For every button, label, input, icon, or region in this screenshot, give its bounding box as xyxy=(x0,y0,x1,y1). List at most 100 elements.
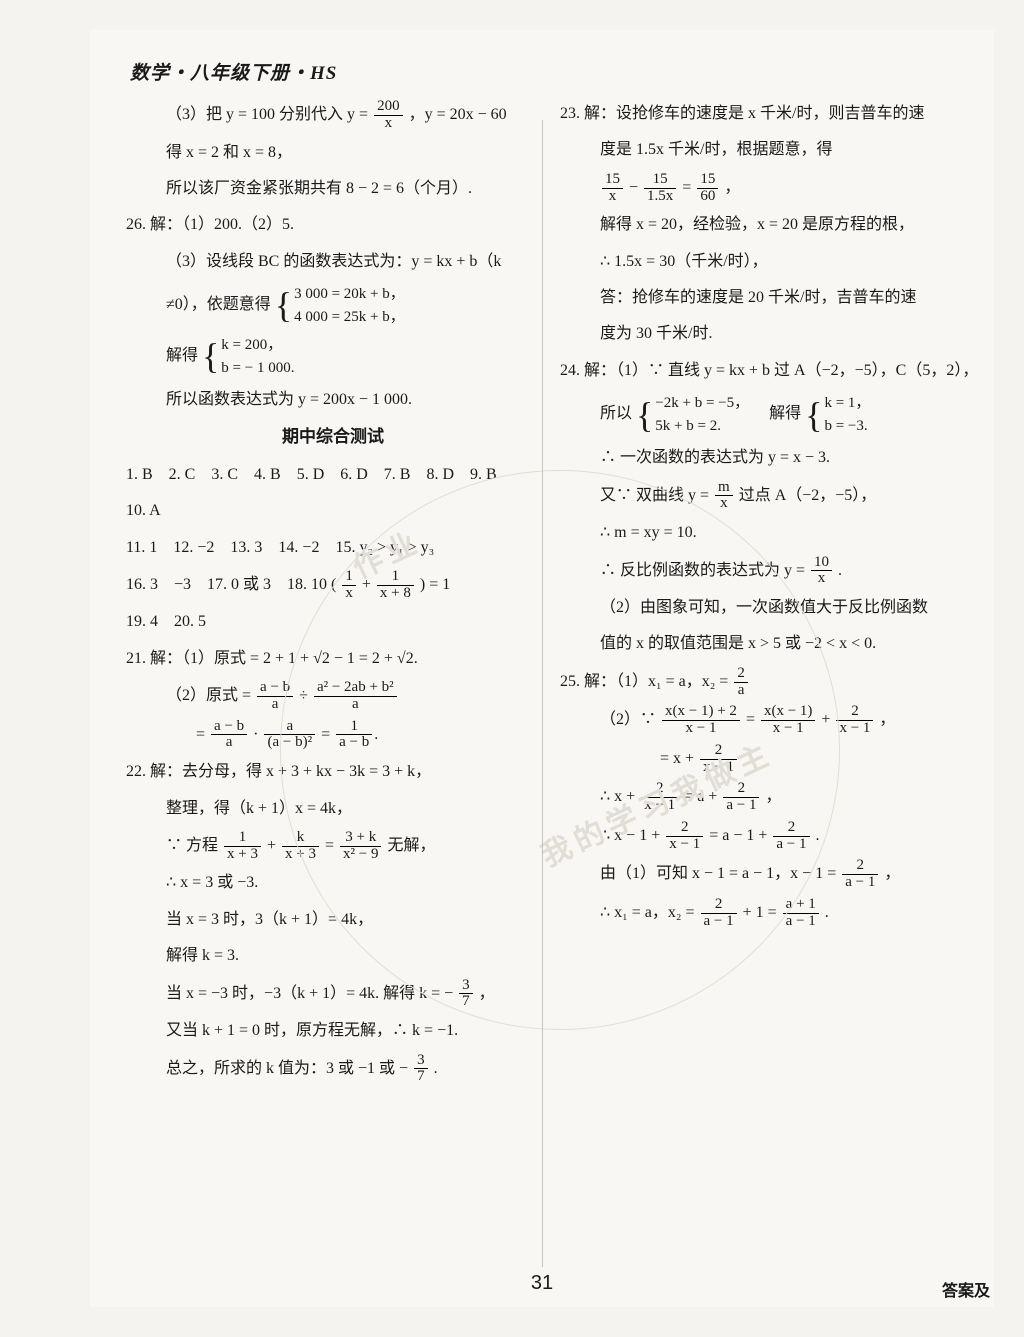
text-line: ∴ 一次函数的表达式为 y = x − 3. xyxy=(560,443,974,473)
text-line: 所以该厂资金紧张期共有 8 − 2 = 6（个月）. xyxy=(126,174,540,204)
text: ∴ x₁ = a，x₂ = xyxy=(600,904,699,921)
answer-line: 11. 1 12. −2 13. 3 14. −2 15. y₂ > y₁ > … xyxy=(126,533,540,563)
frac-line: ∴ 反比例函数的表达式为 y = 10x . xyxy=(560,555,974,588)
text: 解得 xyxy=(753,405,801,422)
text-line: 得 x = 2 和 x = 8， xyxy=(126,138,540,168)
text-line: （2）由图象可知，一次函数值大于反比例函数 xyxy=(560,593,974,623)
brace-system: { k = 200，b = − 1 000. xyxy=(202,334,294,379)
text: 25. 解：（1）x₁ = a，x₂ = xyxy=(560,673,728,690)
fraction: a − ba xyxy=(211,719,247,752)
fraction: 37 xyxy=(459,978,473,1011)
fraction: 2x − 1 xyxy=(700,743,737,776)
fraction: a + 1a − 1 xyxy=(783,897,819,930)
text: . xyxy=(816,827,820,844)
text: ， xyxy=(765,788,781,805)
fraction: 3 + kx² − 9 xyxy=(340,830,381,863)
left-column: （3）把 y = 100 分别代入 y = 200x ，y = 20x − 60… xyxy=(126,93,540,1091)
fraction: 1x xyxy=(342,569,356,602)
text: = x + xyxy=(660,750,698,767)
text: = xyxy=(325,837,338,854)
text: （2）∵ xyxy=(600,711,656,728)
q23-line: 23. 解：设抢修车的速度是 x 千米/时，则吉普车的速 xyxy=(560,99,974,129)
fraction: 10x xyxy=(811,555,832,588)
q25-line: 25. 解：（1）x₁ = a，x₂ = 2a xyxy=(560,666,974,699)
text-line: ∴ x = 3 或 −3. xyxy=(126,868,540,898)
frac-line: 由（1）可知 x − 1 = a − 1，x − 1 = 2a − 1 ， xyxy=(560,858,974,891)
text: = a + xyxy=(684,788,721,805)
frac-line: （2）∵ x(x − 1) + 2x − 1 = x(x − 1)x − 1 +… xyxy=(560,704,974,737)
text: = xyxy=(682,179,695,196)
fraction: 1560 xyxy=(697,172,718,205)
text: = xyxy=(321,726,334,743)
answer-line: 10. A xyxy=(126,496,540,526)
answer-line: 1. B 2. C 3. C 4. B 5. D 6. D 7. B 8. D … xyxy=(126,460,540,490)
text: = 1 xyxy=(429,576,450,593)
text: ， xyxy=(724,179,740,196)
q21-line: 21. 解：（1）原式 = 2 + 1 + √2 − 1 = 2 + √2. xyxy=(126,644,540,674)
column-divider xyxy=(542,120,543,1267)
fraction: 2a xyxy=(734,666,748,699)
system-line: 解得 { k = 200，b = − 1 000. xyxy=(126,334,540,379)
text-line: ∴ m = xy = 10. xyxy=(560,518,974,548)
text-line: 总之，所求的 k 值为：3 或 −1 或 − 37 . xyxy=(126,1053,540,1086)
text: ， xyxy=(884,865,900,882)
text-line: （3）设线段 BC 的函数表达式为：y = kx + b（k xyxy=(126,247,540,277)
q26-line: 26. 解：（1）200.（2）5. xyxy=(126,210,540,240)
fraction: 2a − 1 xyxy=(723,781,759,814)
fraction: x(x − 1)x − 1 xyxy=(761,704,815,737)
page-number: 31 xyxy=(531,1272,553,1295)
text: + 1 = xyxy=(743,904,781,921)
frac-line: ∴ x₁ = a，x₂ = 2a − 1 + 1 = a + 1a − 1 . xyxy=(560,897,974,930)
text: （3）把 y = 100 分别代入 y = xyxy=(166,106,368,123)
fraction: 2a − 1 xyxy=(701,897,737,930)
text: ∴ x − 1 + xyxy=(600,827,664,844)
brace-system: { 3 000 = 20k + b，4 000 = 25k + b， xyxy=(275,283,405,328)
answer-line: 16. 3 −3 17. 0 或 3 18. 10 ( 1x + 1x + 8 … xyxy=(126,569,540,602)
text: ， xyxy=(479,985,495,1002)
text: ∵ 方程 xyxy=(166,837,218,854)
text: ∴ x + xyxy=(600,788,639,805)
text-line: 解得 k = 3. xyxy=(126,941,540,971)
text: ≠0），依题意得 xyxy=(166,296,271,313)
text: ÷ xyxy=(299,687,312,704)
text: ∴ 反比例函数的表达式为 y = xyxy=(600,561,805,578)
fraction: x(x − 1) + 2x − 1 xyxy=(662,704,740,737)
system-line: ≠0），依题意得 { 3 000 = 20k + b，4 000 = 25k +… xyxy=(126,283,540,328)
q22-frac-line: ∵ 方程 1x + 3 + kx + 3 = 3 + kx² − 9 无解， xyxy=(126,830,540,863)
text: 总之，所求的 k 值为：3 或 −1 或 − xyxy=(166,1059,408,1076)
text-line: 又当 k + 1 = 0 时，原方程无解，∴ k = −1. xyxy=(126,1016,540,1046)
fraction: a(a − b)² xyxy=(264,719,315,752)
text-line: 值的 x 的取值范围是 x > 5 或 −2 < x < 0. xyxy=(560,629,974,659)
answer-line: 19. 4 20. 5 xyxy=(126,607,540,637)
q21-2-line: = a − ba · a(a − b)² = 1a − b. xyxy=(126,719,540,752)
text: 所以 xyxy=(600,405,632,422)
system-line: 所以 { −2k + b = −5，5k + b = 2. 解得 { k = 1… xyxy=(560,392,974,437)
frac-line: ∴ x − 1 + 2x − 1 = a − 1 + 2a − 1 . xyxy=(560,820,974,853)
text-line: 答：抢修车的速度是 20 千米/时，吉普车的速 xyxy=(560,283,974,313)
fraction: 37 xyxy=(414,1053,428,1086)
fraction: 1x + 8 xyxy=(377,569,414,602)
text: （2）原式 = xyxy=(166,687,251,704)
text: 又∵ 双曲线 y = xyxy=(600,487,709,504)
fraction: 2a − 1 xyxy=(842,858,878,891)
fraction: 2x − 1 xyxy=(666,820,703,853)
frac-line: = x + 2x − 1 xyxy=(560,743,974,776)
text-line: 解得 x = 20，经检验，x = 20 是原方程的根， xyxy=(560,210,974,240)
fraction: 2a − 1 xyxy=(773,820,809,853)
text-line: 整理，得（k + 1）x = 4k， xyxy=(126,794,540,824)
page: 作业 我的学习我做主 数学・八年级下册・HS （3）把 y = 100 分别代入… xyxy=(90,30,994,1307)
text: ， xyxy=(879,711,895,728)
text: + xyxy=(267,837,280,854)
footer-right: 答案及 xyxy=(942,1277,990,1301)
frac-line: 15x − 151.5x = 1560 ， xyxy=(560,172,974,205)
frac-line: ∴ x + 2x − 1 = a + 2a − 1 ， xyxy=(560,781,974,814)
text: ，y = 20x − 60 xyxy=(409,106,507,123)
fraction: 15x xyxy=(602,172,623,205)
fraction: 1x + 3 xyxy=(224,830,261,863)
brace-system: { −2k + b = −5，5k + b = 2. xyxy=(636,392,749,437)
text-line: 度是 1.5x 千米/时，根据题意，得 xyxy=(560,135,974,165)
q21-2-line: （2）原式 = a − ba ÷ a² − 2ab + b²a xyxy=(126,680,540,713)
text: = a − 1 + xyxy=(709,827,771,844)
brace-system: { k = 1，b = −3. xyxy=(805,392,870,437)
text: . xyxy=(838,561,842,578)
